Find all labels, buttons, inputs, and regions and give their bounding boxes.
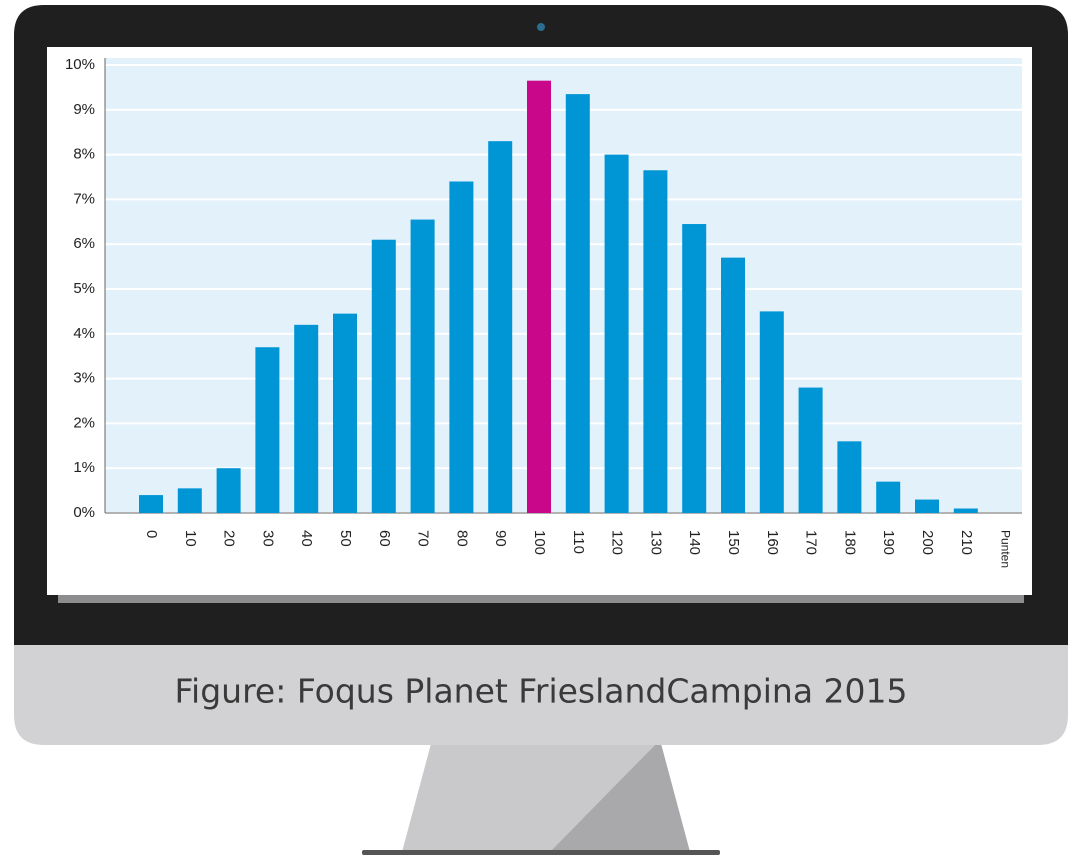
y-tick-label: 6%: [73, 235, 95, 252]
caption: Figure: Foqus Planet FrieslandCampina 20…: [174, 672, 907, 711]
x-axis-title: Punten: [998, 530, 1012, 568]
x-tick-label: 130: [647, 530, 664, 555]
y-tick-label: 9%: [73, 101, 95, 118]
x-tick-label: 190: [880, 530, 897, 555]
bar: [837, 441, 861, 513]
bar: [643, 170, 667, 513]
x-tick-label: 40: [298, 530, 315, 547]
bar: [760, 311, 784, 513]
x-tick-label: 100: [531, 530, 548, 555]
x-tick-label: 30: [259, 530, 276, 547]
x-tick-label: 70: [415, 530, 432, 547]
x-tick-label: 200: [919, 530, 936, 555]
x-tick-label: 170: [803, 530, 820, 555]
bar: [333, 314, 357, 513]
x-tick-label: 50: [337, 530, 354, 547]
y-tick-label: 10%: [65, 56, 95, 73]
x-tick-label: 150: [725, 530, 742, 555]
x-tick-label: 90: [492, 530, 509, 547]
x-tick-label: 10: [182, 530, 199, 547]
stand-base: [362, 850, 720, 855]
x-tick-label: 110: [570, 530, 587, 554]
x-tick-label: 160: [764, 530, 781, 555]
x-tick-label: 140: [686, 530, 703, 555]
bar: [488, 141, 512, 513]
y-tick-label: 7%: [73, 190, 95, 207]
bar: [954, 509, 978, 513]
bar: [682, 224, 706, 513]
camera: [537, 23, 545, 31]
bar: [605, 155, 629, 513]
bar: [876, 482, 900, 513]
bar: [178, 488, 202, 513]
x-tick-label: 20: [221, 530, 238, 547]
bar: [294, 325, 318, 513]
bar: [255, 347, 279, 513]
y-tick-label: 1%: [73, 459, 95, 476]
bar: [217, 468, 241, 513]
bar: [139, 495, 163, 513]
y-tick-label: 8%: [73, 146, 95, 163]
x-tick-label: 0: [143, 530, 160, 538]
bar: [915, 500, 939, 513]
x-tick-label: 120: [609, 530, 626, 555]
plot-area: [105, 58, 1022, 513]
y-tick-label: 3%: [73, 370, 95, 387]
bar: [411, 220, 435, 513]
bar: [721, 258, 745, 513]
bar: [566, 94, 590, 513]
x-tick-label: 210: [958, 530, 975, 555]
bar: [449, 181, 473, 513]
y-tick-label: 2%: [73, 414, 95, 431]
x-tick-label: 180: [841, 530, 858, 555]
bar: [372, 240, 396, 513]
bar: [799, 388, 823, 513]
y-tick-label: 5%: [73, 280, 95, 297]
y-tick-label: 0%: [73, 504, 95, 521]
x-tick-label: 60: [376, 530, 393, 547]
x-tick-label: 80: [453, 530, 470, 547]
monitor-illustration: Figure: Foqus Planet FrieslandCampina 20…: [0, 0, 1071, 857]
y-tick-label: 4%: [73, 325, 95, 342]
bar: [527, 81, 551, 513]
